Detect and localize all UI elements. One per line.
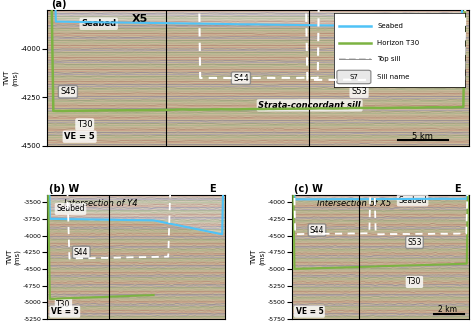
Text: S53: S53 [351,87,367,96]
Text: T30: T30 [56,300,71,309]
Text: 2 km: 2 km [438,305,457,314]
Text: X5: X5 [132,14,148,24]
Text: VE = 5: VE = 5 [64,132,95,141]
Text: Seabed: Seabed [81,19,116,28]
Text: Y4: Y4 [335,14,351,24]
Y-axis label: TWT
(ms): TWT (ms) [252,249,265,265]
Text: Seabed: Seabed [56,204,85,214]
Text: VE = 5: VE = 5 [296,307,323,316]
Text: VE = 5: VE = 5 [51,307,79,316]
Text: S53: S53 [407,238,422,247]
Text: (c) W: (c) W [294,184,323,194]
Text: Intersection of Y4: Intersection of Y4 [64,199,137,208]
Text: E: E [454,184,460,194]
Y-axis label: TWT
(ms): TWT (ms) [4,70,18,86]
Text: T30: T30 [407,277,421,287]
Text: T30: T30 [77,120,92,129]
Text: S44: S44 [74,248,89,257]
Text: 5 km: 5 km [412,132,433,140]
Y-axis label: TWT
(ms): TWT (ms) [7,249,20,265]
Text: Intersection of X5: Intersection of X5 [317,199,391,208]
Text: S44: S44 [233,74,249,83]
Text: S44: S44 [310,225,324,235]
Text: S45: S45 [60,87,76,96]
Text: E: E [209,184,216,194]
Text: (b) W: (b) W [49,184,80,194]
Text: Seabed: Seabed [398,196,427,205]
Text: Strata-concordant sill: Strata-concordant sill [258,101,361,110]
Text: (a): (a) [52,0,67,9]
